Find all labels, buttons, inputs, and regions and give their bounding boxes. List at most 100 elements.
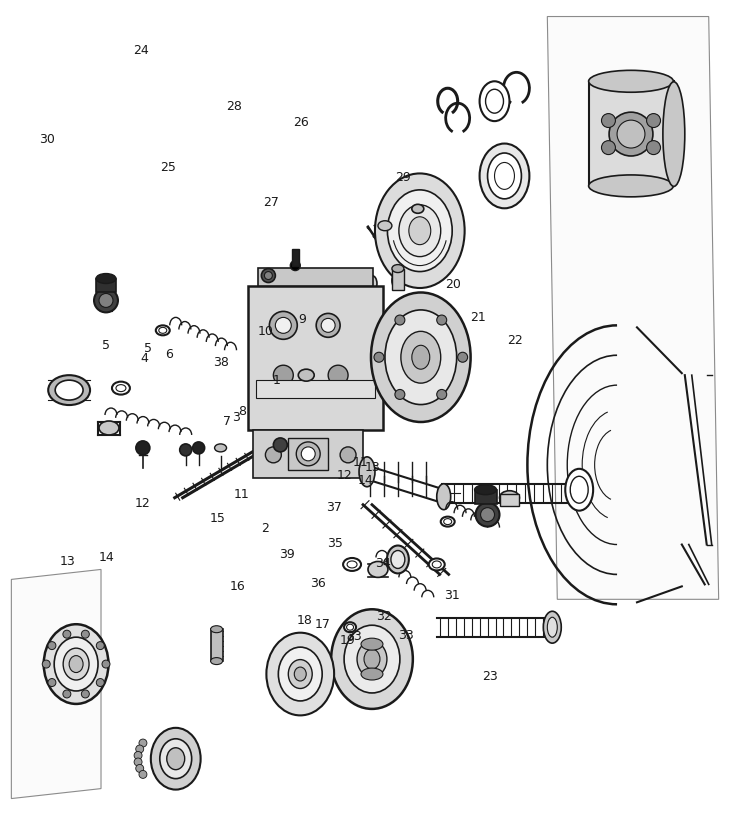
Circle shape — [269, 311, 297, 339]
Ellipse shape — [364, 649, 380, 669]
Text: 14: 14 — [99, 551, 114, 564]
Text: 10: 10 — [258, 326, 273, 338]
Ellipse shape — [357, 641, 387, 677]
Polygon shape — [548, 17, 718, 599]
Ellipse shape — [392, 272, 404, 289]
Ellipse shape — [408, 216, 431, 245]
Text: 9: 9 — [298, 313, 306, 326]
Circle shape — [475, 503, 500, 527]
Ellipse shape — [441, 517, 455, 527]
Ellipse shape — [371, 293, 470, 422]
Ellipse shape — [298, 369, 314, 381]
Circle shape — [94, 289, 118, 312]
Text: 13: 13 — [60, 555, 75, 568]
Circle shape — [617, 120, 645, 148]
Ellipse shape — [412, 346, 430, 369]
Bar — [500, 493, 520, 506]
Ellipse shape — [63, 649, 89, 680]
Text: 34: 34 — [375, 557, 391, 570]
Text: 36: 36 — [311, 577, 326, 590]
Circle shape — [290, 261, 300, 270]
Ellipse shape — [69, 655, 83, 673]
Circle shape — [63, 690, 71, 698]
Ellipse shape — [331, 609, 413, 709]
Text: 5: 5 — [144, 342, 152, 355]
Ellipse shape — [294, 667, 306, 681]
Text: 14: 14 — [358, 474, 374, 487]
Circle shape — [135, 764, 144, 773]
Circle shape — [134, 758, 142, 766]
Bar — [256, 380, 375, 398]
Ellipse shape — [387, 190, 452, 272]
Text: 25: 25 — [160, 160, 176, 174]
Bar — [249, 285, 383, 430]
Circle shape — [395, 315, 405, 325]
Ellipse shape — [570, 477, 588, 503]
Ellipse shape — [210, 658, 222, 664]
Text: 2: 2 — [261, 522, 269, 534]
Ellipse shape — [548, 618, 557, 637]
Ellipse shape — [160, 739, 191, 779]
Bar — [210, 629, 222, 661]
Ellipse shape — [663, 81, 684, 186]
Circle shape — [63, 630, 71, 638]
Text: 35: 35 — [327, 537, 343, 550]
Ellipse shape — [344, 625, 400, 693]
Text: 12: 12 — [135, 497, 151, 509]
Circle shape — [139, 770, 147, 779]
Bar — [258, 268, 373, 285]
Ellipse shape — [156, 326, 170, 336]
Ellipse shape — [167, 748, 185, 769]
Circle shape — [273, 365, 293, 385]
Circle shape — [297, 442, 320, 466]
Text: 33: 33 — [346, 630, 362, 644]
Circle shape — [82, 630, 89, 638]
Text: 30: 30 — [39, 133, 54, 146]
Text: 5: 5 — [102, 340, 110, 352]
Circle shape — [481, 508, 495, 522]
Ellipse shape — [486, 89, 503, 113]
Circle shape — [273, 438, 287, 452]
Bar — [289, 438, 328, 470]
Text: 27: 27 — [263, 195, 279, 209]
Text: 12: 12 — [336, 469, 353, 482]
Text: 4: 4 — [141, 352, 149, 365]
Ellipse shape — [99, 421, 119, 435]
Bar — [96, 279, 116, 293]
Ellipse shape — [387, 545, 408, 573]
Ellipse shape — [359, 457, 375, 487]
Text: 31: 31 — [444, 588, 459, 602]
Circle shape — [180, 444, 191, 456]
Ellipse shape — [55, 380, 83, 400]
Ellipse shape — [401, 331, 441, 383]
Bar — [589, 81, 674, 186]
Text: 37: 37 — [325, 501, 342, 513]
Ellipse shape — [344, 623, 356, 633]
Circle shape — [646, 141, 660, 154]
Circle shape — [305, 447, 321, 463]
Text: 8: 8 — [238, 404, 246, 418]
Ellipse shape — [392, 264, 404, 273]
Ellipse shape — [215, 444, 227, 452]
Ellipse shape — [54, 637, 98, 691]
Ellipse shape — [96, 274, 116, 284]
Text: 33: 33 — [398, 628, 414, 642]
Ellipse shape — [347, 561, 357, 568]
Ellipse shape — [480, 143, 529, 208]
Circle shape — [316, 314, 340, 337]
Ellipse shape — [361, 638, 383, 650]
Ellipse shape — [589, 70, 673, 92]
Ellipse shape — [432, 561, 441, 568]
Circle shape — [42, 660, 50, 668]
Text: 23: 23 — [482, 670, 498, 684]
Ellipse shape — [412, 205, 424, 213]
Ellipse shape — [444, 519, 452, 524]
Circle shape — [261, 268, 275, 283]
Circle shape — [96, 642, 105, 649]
Circle shape — [193, 442, 205, 454]
Ellipse shape — [589, 175, 673, 197]
Ellipse shape — [429, 559, 445, 571]
Circle shape — [96, 679, 105, 686]
Circle shape — [340, 447, 356, 463]
Circle shape — [609, 112, 653, 156]
